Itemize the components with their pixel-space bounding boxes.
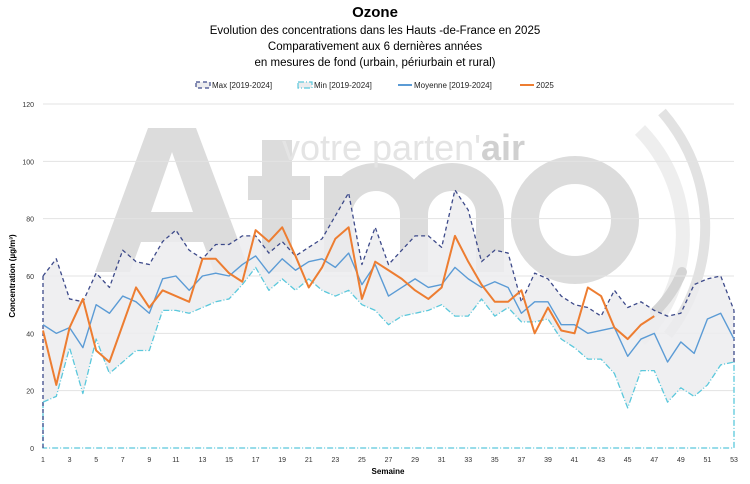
- x-tick-label: 11: [172, 457, 179, 464]
- legend-swatch-series-max: [195, 81, 211, 89]
- x-tick-label: 41: [571, 457, 579, 464]
- x-tick-label: 25: [358, 457, 366, 464]
- x-tick-label: 1: [41, 457, 45, 464]
- x-tick-label: 7: [121, 457, 125, 464]
- x-tick-label: 15: [225, 457, 233, 464]
- y-tick-label: 100: [22, 159, 34, 166]
- x-tick-label: 33: [464, 457, 472, 464]
- legend-swatch-series-min: [297, 81, 313, 89]
- x-tick-label: 49: [677, 457, 685, 464]
- legend-label-series-2025: 2025: [536, 81, 554, 90]
- x-tick-label: 35: [491, 457, 499, 464]
- logo-letter-t-bar: [248, 176, 310, 200]
- x-tick-label: 5: [94, 457, 98, 464]
- y-tick-label: 40: [26, 331, 34, 338]
- x-tick-label: 13: [199, 457, 207, 464]
- chart-title: Ozone: [352, 4, 398, 21]
- x-tick-label: 37: [517, 457, 525, 464]
- x-tick-label: 29: [411, 457, 419, 464]
- x-tick-label: 51: [704, 457, 712, 464]
- chart-subtitle-1: Evolution des concentrations dans les Ha…: [209, 25, 541, 37]
- x-tick-label: 21: [305, 457, 313, 464]
- chart-subtitle-3: en mesures de fond (urbain, périurbain e…: [254, 57, 496, 69]
- logo-tagline: votre parten'air: [282, 127, 525, 168]
- x-tick-label: 23: [331, 457, 339, 464]
- x-tick-label: 17: [252, 457, 260, 464]
- x-tick-label: 47: [650, 457, 658, 464]
- x-tick-label: 45: [624, 457, 632, 464]
- x-tick-label: 9: [147, 457, 151, 464]
- y-tick-label: 80: [26, 217, 34, 224]
- y-tick-label: 60: [26, 274, 34, 281]
- logo-arc-3: [650, 267, 687, 317]
- x-tick-label: 53: [730, 457, 738, 464]
- legend-label-series-max: Max [2019-2024]: [212, 81, 272, 90]
- logo-letter-o: [511, 156, 639, 284]
- x-tick-label: 31: [438, 457, 446, 464]
- y-axis-label: Concentration (µg/m³): [8, 234, 17, 318]
- x-tick-label: 27: [385, 457, 393, 464]
- x-axis-label: Semaine: [372, 467, 405, 476]
- y-tick-label: 20: [26, 389, 34, 396]
- x-tick-label: 39: [544, 457, 552, 464]
- legend-label-series-min: Min [2019-2024]: [314, 81, 372, 90]
- chart-subtitle-2: Comparativement aux 6 dernières années: [267, 41, 483, 53]
- legend-label-series-moyenne: Moyenne [2019-2024]: [414, 81, 492, 90]
- x-tick-label: 43: [597, 457, 605, 464]
- x-tick-label: 19: [278, 457, 286, 464]
- x-tick-label: 3: [68, 457, 72, 464]
- logo-letter-a: [95, 128, 250, 272]
- y-tick-label: 0: [30, 446, 34, 453]
- y-tick-label: 120: [22, 102, 34, 109]
